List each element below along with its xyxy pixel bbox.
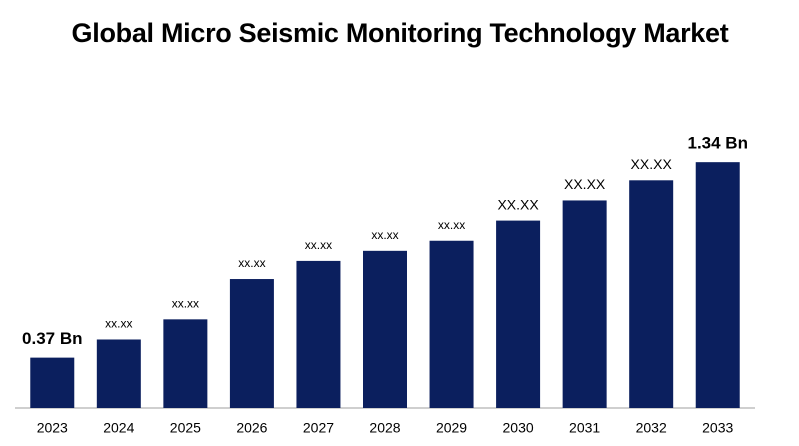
- data-label: xx.xx: [105, 317, 132, 331]
- chart-title: Global Micro Seismic Monitoring Technolo…: [71, 18, 729, 48]
- data-label: xx.xx: [438, 218, 465, 232]
- data-label: xx.xx: [371, 228, 398, 242]
- x-tick-label: 2032: [636, 420, 667, 436]
- x-tick-label: 2026: [236, 420, 267, 436]
- data-label: XX.XX: [564, 176, 606, 192]
- data-label: xx.xx: [172, 297, 199, 311]
- bar: [163, 319, 208, 408]
- data-label: XX.XX: [497, 196, 539, 212]
- x-tick-label: 2028: [369, 420, 400, 436]
- data-label: xx.xx: [238, 256, 265, 270]
- bar: [296, 260, 341, 408]
- data-label: xx.xx: [305, 238, 332, 252]
- bar: [695, 162, 740, 408]
- x-tick-label: 2033: [702, 420, 733, 436]
- data-label: XX.XX: [631, 156, 673, 172]
- x-tick-label: 2023: [37, 420, 68, 436]
- bar: [30, 357, 75, 408]
- x-tick-label: 2024: [103, 420, 134, 436]
- x-tick-label: 2031: [569, 420, 600, 436]
- x-tick-label: 2029: [436, 420, 467, 436]
- x-tick-label: 2025: [170, 420, 201, 436]
- bar: [496, 220, 541, 408]
- bar: [363, 250, 407, 408]
- x-tick-label: 2030: [503, 420, 534, 436]
- bar: [562, 200, 607, 408]
- bar: [429, 240, 474, 408]
- bar: [629, 180, 674, 408]
- x-tick-label: 2027: [303, 420, 334, 436]
- data-label: 0.37 Bn: [22, 329, 82, 348]
- bar: [229, 279, 274, 408]
- bar: [96, 339, 141, 408]
- data-label: 1.34 Bn: [687, 134, 747, 153]
